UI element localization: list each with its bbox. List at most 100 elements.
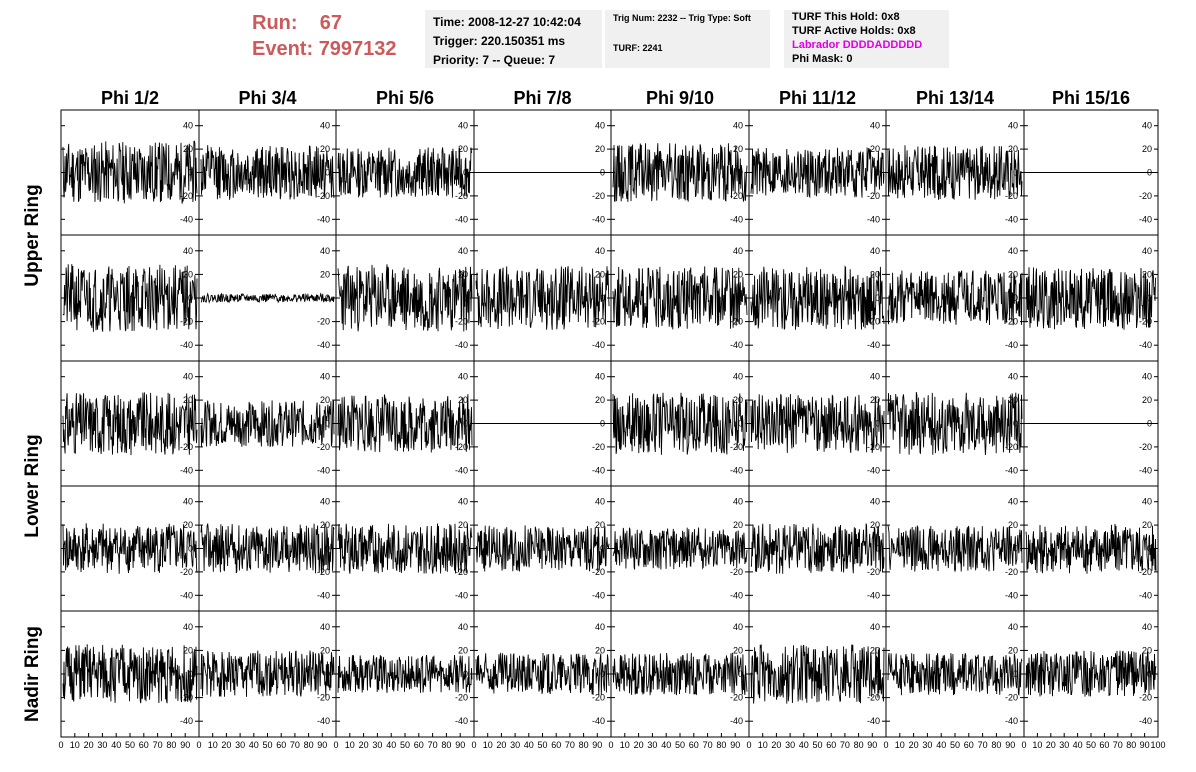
column-header: Phi 15/16: [1052, 88, 1130, 108]
y-tick-label: 20: [595, 144, 605, 154]
x-tick-label: 50: [812, 740, 822, 750]
x-tick-label: 50: [537, 740, 547, 750]
y-tick-label: 40: [1008, 246, 1018, 256]
y-tick-label: -20: [1005, 191, 1018, 201]
y-tick-label: 40: [320, 246, 330, 256]
y-tick-label: 20: [320, 645, 330, 655]
y-tick-label: 20: [183, 395, 193, 405]
y-tick-label: -40: [317, 716, 330, 726]
y-tick-label: 40: [183, 121, 193, 131]
x-tick-label: 80: [441, 740, 451, 750]
x-tick-label: 20: [496, 740, 506, 750]
y-tick-label: 20: [320, 269, 330, 279]
y-tick-label: 20: [870, 269, 880, 279]
y-tick-label: 0: [738, 669, 743, 679]
y-tick-label: -40: [455, 590, 468, 600]
waveform-trace: [200, 523, 335, 574]
x-tick-label: 10: [70, 740, 80, 750]
x-tick-label: 30: [235, 740, 245, 750]
time-info-box: Time: 2008-12-27 10:42:04 Trigger: 220.1…: [425, 10, 602, 68]
row-label: Upper Ring: [22, 184, 43, 286]
y-tick-label: 20: [1142, 520, 1152, 530]
y-tick-label: -40: [180, 465, 193, 475]
y-tick-label: 0: [600, 669, 605, 679]
waveform-trace: [337, 654, 473, 693]
y-tick-label: -40: [180, 340, 193, 350]
x-tick-label: 30: [1059, 740, 1069, 750]
y-tick-label: 0: [325, 419, 330, 429]
y-tick-label: 40: [870, 622, 880, 632]
y-tick-label: -40: [867, 465, 880, 475]
x-tick-label: 90: [1140, 740, 1150, 750]
x-tick-label: 40: [936, 740, 946, 750]
x-tick-label: 30: [372, 740, 382, 750]
waveform-trace: [612, 392, 748, 455]
row-label: Nadir Ring: [22, 626, 43, 722]
y-tick-label: 40: [320, 622, 330, 632]
y-tick-label: -40: [1139, 465, 1152, 475]
y-tick-label: -20: [592, 567, 605, 577]
y-tick-label: 40: [733, 497, 743, 507]
waveform-trace: [1025, 650, 1157, 697]
trig-num-text: Trig Num: 2232 -- Trig Type: Soft: [613, 13, 751, 23]
column-header: Phi 7/8: [513, 88, 571, 108]
y-tick-label: 20: [733, 645, 743, 655]
y-tick-label: 20: [595, 520, 605, 530]
row-label: Lower Ring: [22, 434, 43, 537]
x-tick-label: 10: [208, 740, 218, 750]
event-label: Event:: [252, 38, 314, 60]
waveform-trace: [887, 145, 1023, 201]
x-tick-label: 70: [290, 740, 300, 750]
y-tick-label: 20: [733, 269, 743, 279]
waveform-trace: [887, 652, 1023, 696]
waveform-trace: [62, 140, 198, 204]
x-tick-label: 40: [1073, 740, 1083, 750]
phi-mask-text: Phi Mask: 0: [792, 53, 853, 65]
y-tick-label: -40: [317, 465, 330, 475]
column-header: Phi 5/6: [376, 88, 434, 108]
y-tick-label: 40: [733, 372, 743, 382]
x-tick-label: 90: [592, 740, 602, 750]
waveform-trace: [337, 523, 473, 574]
x-tick-label: 70: [840, 740, 850, 750]
x-tick-label: 20: [359, 740, 369, 750]
y-tick-label: 20: [870, 645, 880, 655]
y-tick-label: -20: [317, 442, 330, 452]
x-tick-label: 70: [428, 740, 438, 750]
y-tick-label: -20: [317, 317, 330, 327]
y-tick-label: -40: [867, 340, 880, 350]
y-tick-label: -20: [180, 693, 193, 703]
waveform-trace: [337, 147, 473, 198]
y-tick-label: -20: [592, 442, 605, 452]
waveform-trace: [887, 524, 1023, 573]
y-tick-label: -40: [317, 214, 330, 224]
y-tick-label: 40: [733, 121, 743, 131]
x-tick-label: 30: [510, 740, 520, 750]
y-tick-label: -40: [180, 716, 193, 726]
turf-num-text: TURF: 2241: [613, 43, 663, 53]
x-tick-label: 50: [400, 740, 410, 750]
x-tick-label: 20: [221, 740, 231, 750]
y-tick-label: 40: [595, 372, 605, 382]
column-header: Phi 3/4: [238, 88, 296, 108]
y-tick-label: -20: [180, 317, 193, 327]
y-tick-label: 40: [183, 622, 193, 632]
y-tick-label: 40: [595, 121, 605, 131]
y-tick-label: -20: [592, 693, 605, 703]
y-tick-label: 20: [1008, 520, 1018, 530]
x-tick-label: 10: [758, 740, 768, 750]
waveform-trace: [337, 264, 473, 332]
